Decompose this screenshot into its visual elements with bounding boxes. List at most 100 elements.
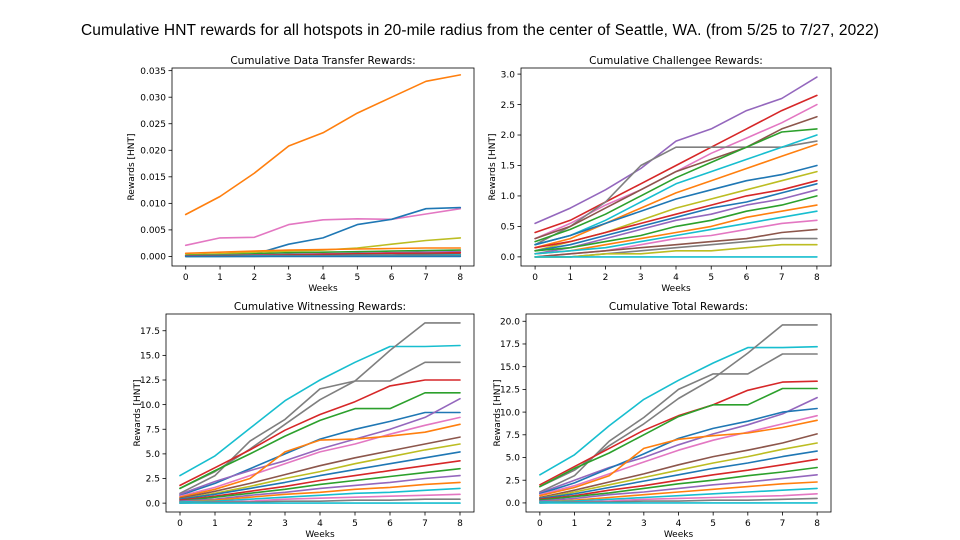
total-chart-title: Cumulative Total Rewards: xyxy=(609,301,748,313)
challengee-series-line xyxy=(534,228,818,258)
challengee-y-tick-label: 3.0 xyxy=(501,70,516,80)
total-series-line xyxy=(539,345,818,476)
witnessing-series-line xyxy=(179,467,461,503)
data-transfer-y-tick-label: 0.030 xyxy=(140,93,166,103)
challengee-y-tick-label: 2.5 xyxy=(501,101,515,111)
total-series-line xyxy=(539,466,818,502)
witnessing-x-tick-label: 2 xyxy=(247,519,253,529)
witnessing-series-line xyxy=(179,411,461,497)
data-transfer-x-tick-label: 4 xyxy=(320,273,326,283)
challengee-chart-title: Cumulative Challengee Rewards: xyxy=(589,55,763,67)
data-transfer-y-tick-label: 0.015 xyxy=(140,173,166,183)
data-transfer-y-tick-label: 0.000 xyxy=(140,253,166,263)
data-transfer-x-tick-label: 6 xyxy=(389,273,395,283)
total-x-tick-label: 2 xyxy=(606,519,612,529)
challengee-series-line xyxy=(534,164,818,246)
witnessing-x-axis-label: Weeks xyxy=(305,530,335,540)
challengee-x-tick-label: 7 xyxy=(779,273,785,283)
data-transfer-x-tick-label: 2 xyxy=(251,273,257,283)
witnessing-series-line xyxy=(179,487,461,503)
challengee-x-tick-label: 8 xyxy=(814,273,820,283)
challengee-y-tick-label: 0.0 xyxy=(501,253,516,263)
challengee-series-line xyxy=(534,189,818,255)
total-y-tick-label: 20.0 xyxy=(500,317,520,327)
witnessing-x-tick-label: 1 xyxy=(212,519,218,529)
total-series-line xyxy=(539,433,818,499)
total-series-group xyxy=(539,324,818,504)
total-series-line xyxy=(539,481,818,503)
challengee-x-axis-label: Weeks xyxy=(661,284,691,294)
total-series-line xyxy=(539,487,818,503)
total-y-tick-label: 0.0 xyxy=(506,499,521,509)
total-chart: 0 1 2 3 4 5 6 7 8 0.0 2.5 5.0 7.5 10.0 12.5 15.0 17.5 20.… xyxy=(493,301,832,540)
witnessing-y-tick-label: 10.0 xyxy=(140,401,160,411)
data-transfer-chart: 0 1 2 3 4 5 6 7 8 0.000 0.005 0.010 0.015 0.020 0.025 0… xyxy=(127,55,475,294)
challengee-series-line xyxy=(534,128,818,243)
witnessing-series-line xyxy=(179,416,461,498)
witnessing-x-tick-label: 3 xyxy=(282,519,288,529)
witnessing-series-line xyxy=(179,474,461,503)
total-series-line xyxy=(539,419,818,497)
data-transfer-axes-frame xyxy=(171,67,475,267)
total-y-tick-label: 15.0 xyxy=(500,363,520,373)
witnessing-series-line xyxy=(179,443,461,501)
total-x-tick-label: 1 xyxy=(572,519,578,529)
data-transfer-x-tick-label: 0 xyxy=(183,273,189,283)
challengee-series-line xyxy=(534,243,818,258)
challengee-series-line xyxy=(534,143,818,249)
data-transfer-y-tick-label: 0.035 xyxy=(140,67,166,77)
total-series-line xyxy=(539,396,818,494)
challengee-series-line xyxy=(534,76,818,225)
data-transfer-x-tick-label: 1 xyxy=(217,273,223,283)
witnessing-series-line xyxy=(179,391,461,490)
data-transfer-x-tick-label: 3 xyxy=(286,273,292,283)
witnessing-x-tick-label: 7 xyxy=(422,519,428,529)
data-transfer-x-tick-label: 8 xyxy=(457,273,463,283)
challengee-x-tick-label: 0 xyxy=(532,273,538,283)
challengee-x-tick-label: 2 xyxy=(603,273,609,283)
challengee-x-tick-label: 1 xyxy=(567,273,573,283)
data-transfer-series-line xyxy=(184,74,462,216)
challengee-series-line xyxy=(534,210,818,255)
total-x-tick-label: 4 xyxy=(676,519,682,529)
total-series-line xyxy=(539,414,818,496)
challengee-series-line xyxy=(534,140,818,246)
witnessing-y-tick-label: 7.5 xyxy=(146,425,160,435)
challengee-y-tick-label: 1.0 xyxy=(501,192,516,202)
witnessing-chart-title: Cumulative Witnessing Rewards: xyxy=(234,301,406,313)
challengee-x-tick-label: 5 xyxy=(708,273,714,283)
witnessing-series-line xyxy=(179,451,461,501)
challengee-x-tick-label: 6 xyxy=(744,273,750,283)
data-transfer-x-axis-label: Weeks xyxy=(308,284,338,294)
witnessing-x-tick-label: 0 xyxy=(177,519,183,529)
witnessing-series-line xyxy=(179,361,461,495)
witnessing-y-tick-label: 0.0 xyxy=(146,499,161,509)
witnessing-x-tick-label: 6 xyxy=(387,519,393,529)
challengee-series-line xyxy=(534,195,818,252)
total-series-line xyxy=(539,442,818,500)
total-series-line xyxy=(539,497,818,504)
data-transfer-y-tick-label: 0.025 xyxy=(140,120,166,130)
total-x-axis-label: Weeks xyxy=(664,530,694,540)
witnessing-y-tick-label: 12.5 xyxy=(140,376,160,386)
witnessing-series-line xyxy=(179,344,461,477)
data-transfer-x-tick-label: 7 xyxy=(423,273,429,283)
data-transfer-series-line xyxy=(184,207,462,247)
challengee-x-tick-label: 3 xyxy=(638,273,644,283)
challengee-series-line xyxy=(534,115,818,240)
witnessing-series-line xyxy=(179,397,461,496)
witnessing-x-tick-label: 5 xyxy=(352,519,358,529)
total-series-line xyxy=(539,458,818,501)
total-y-tick-label: 17.5 xyxy=(500,340,520,350)
total-y-tick-label: 12.5 xyxy=(500,386,520,396)
total-x-tick-label: 7 xyxy=(780,519,786,529)
data-transfer-series-line xyxy=(184,247,462,255)
witnessing-series-line xyxy=(179,436,461,500)
data-transfer-y-tick-label: 0.020 xyxy=(140,146,166,156)
total-y-tick-label: 5.0 xyxy=(506,454,521,464)
challengee-series-line xyxy=(534,237,818,258)
total-series-line xyxy=(539,387,818,488)
data-transfer-chart-title: Cumulative Data Transfer Rewards: xyxy=(230,55,415,67)
data-transfer-series-group xyxy=(184,74,462,258)
challengee-y-tick-label: 2.0 xyxy=(501,131,516,141)
